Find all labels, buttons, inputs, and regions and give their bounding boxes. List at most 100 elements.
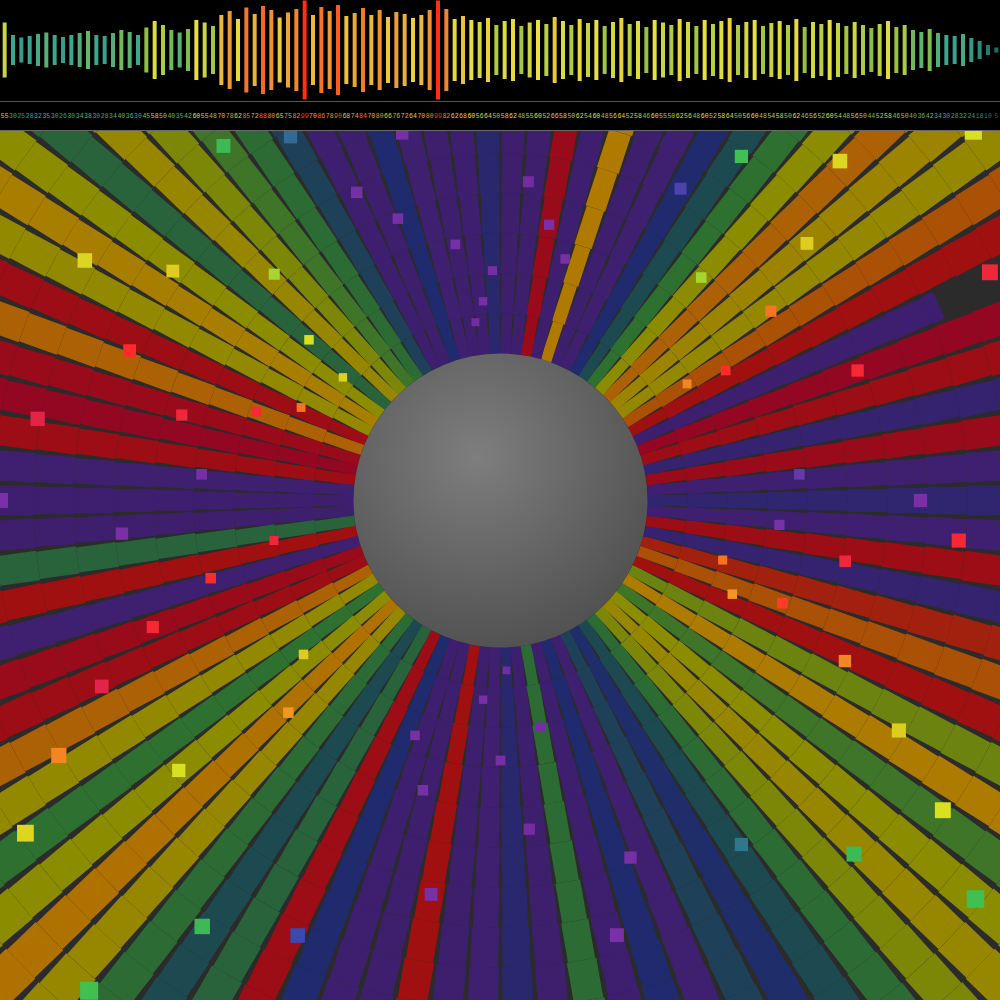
- svg-text:50: 50: [734, 113, 742, 120]
- svg-text:32: 32: [959, 113, 967, 120]
- svg-text:66: 66: [384, 113, 392, 120]
- svg-text:36: 36: [917, 113, 925, 120]
- svg-text:48: 48: [601, 113, 609, 120]
- svg-text:45: 45: [142, 113, 150, 120]
- svg-text:55: 55: [201, 113, 209, 120]
- svg-text:24: 24: [967, 113, 975, 120]
- svg-text:99: 99: [434, 113, 442, 120]
- svg-text:46: 46: [642, 113, 650, 120]
- svg-text:42: 42: [926, 113, 934, 120]
- svg-text:30: 30: [9, 113, 17, 120]
- svg-text:75: 75: [284, 113, 292, 120]
- svg-text:48: 48: [759, 113, 767, 120]
- svg-text:64: 64: [726, 113, 734, 120]
- svg-text:25: 25: [17, 113, 25, 120]
- svg-text:30: 30: [92, 113, 100, 120]
- svg-text:48: 48: [842, 113, 850, 120]
- svg-text:40: 40: [167, 113, 175, 120]
- svg-text:99: 99: [301, 113, 309, 120]
- svg-text:42: 42: [184, 113, 192, 120]
- svg-text:56: 56: [476, 113, 484, 120]
- svg-text:40: 40: [117, 113, 125, 120]
- svg-text:52: 52: [817, 113, 825, 120]
- svg-text:60: 60: [592, 113, 600, 120]
- svg-text:74: 74: [351, 113, 359, 120]
- svg-text:64: 64: [409, 113, 417, 120]
- svg-text:58: 58: [717, 113, 725, 120]
- svg-text:34: 34: [934, 113, 942, 120]
- svg-text:35: 35: [42, 113, 50, 120]
- svg-text:30: 30: [134, 113, 142, 120]
- svg-text:58: 58: [884, 113, 892, 120]
- svg-text:85: 85: [242, 113, 250, 120]
- svg-text:52: 52: [542, 113, 550, 120]
- svg-text:70: 70: [367, 113, 375, 120]
- svg-text:60: 60: [701, 113, 709, 120]
- svg-text:35: 35: [176, 113, 184, 120]
- svg-text:72: 72: [251, 113, 259, 120]
- svg-text:55: 55: [526, 113, 534, 120]
- svg-text:52: 52: [626, 113, 634, 120]
- svg-text:90: 90: [334, 113, 342, 120]
- svg-text:55: 55: [659, 113, 667, 120]
- svg-text:46: 46: [892, 113, 900, 120]
- svg-text:50: 50: [901, 113, 909, 120]
- svg-text:80: 80: [267, 113, 275, 120]
- svg-text:30: 30: [51, 113, 59, 120]
- svg-text:50: 50: [567, 113, 575, 120]
- svg-text:48: 48: [517, 113, 525, 120]
- svg-text:54: 54: [834, 113, 842, 120]
- svg-text:40: 40: [909, 113, 917, 120]
- svg-text:56: 56: [742, 113, 750, 120]
- svg-text:30: 30: [67, 113, 75, 120]
- svg-text:86: 86: [317, 113, 325, 120]
- svg-text:60: 60: [467, 113, 475, 120]
- svg-text:70: 70: [309, 113, 317, 120]
- svg-text:28: 28: [951, 113, 959, 120]
- svg-text:60: 60: [826, 113, 834, 120]
- svg-text:28: 28: [26, 113, 34, 120]
- svg-text:68: 68: [459, 113, 467, 120]
- svg-text:56: 56: [684, 113, 692, 120]
- svg-text:78: 78: [326, 113, 334, 120]
- svg-text:80: 80: [376, 113, 384, 120]
- svg-text:54: 54: [584, 113, 592, 120]
- svg-text:58: 58: [634, 113, 642, 120]
- svg-text:80: 80: [426, 113, 434, 120]
- svg-text:48: 48: [209, 113, 217, 120]
- svg-text:70: 70: [217, 113, 225, 120]
- svg-text:52: 52: [709, 113, 717, 120]
- svg-text:88: 88: [259, 113, 267, 120]
- svg-text:64: 64: [484, 113, 492, 120]
- svg-text:26: 26: [59, 113, 67, 120]
- svg-text:30: 30: [942, 113, 950, 120]
- svg-text:68: 68: [342, 113, 350, 120]
- svg-text:50: 50: [784, 113, 792, 120]
- svg-text:58: 58: [776, 113, 784, 120]
- svg-text:10: 10: [984, 113, 992, 120]
- svg-text:62: 62: [234, 113, 242, 120]
- svg-text:36: 36: [126, 113, 134, 120]
- svg-text:50: 50: [667, 113, 675, 120]
- svg-text:44: 44: [867, 113, 875, 120]
- svg-text:70: 70: [417, 113, 425, 120]
- svg-text:52: 52: [876, 113, 884, 120]
- svg-text:50: 50: [859, 113, 867, 120]
- svg-text:82: 82: [442, 113, 450, 120]
- svg-text:62: 62: [509, 113, 517, 120]
- svg-text:56: 56: [809, 113, 817, 120]
- svg-text:48: 48: [692, 113, 700, 120]
- svg-text:62: 62: [451, 113, 459, 120]
- svg-text:34: 34: [109, 113, 117, 120]
- svg-text:66: 66: [551, 113, 559, 120]
- svg-text:50: 50: [492, 113, 500, 120]
- svg-text:62: 62: [792, 113, 800, 120]
- svg-text:60: 60: [651, 113, 659, 120]
- svg-text:50: 50: [159, 113, 167, 120]
- svg-text:76: 76: [392, 113, 400, 120]
- svg-text:62: 62: [576, 113, 584, 120]
- svg-text:82: 82: [292, 113, 300, 120]
- svg-text:58: 58: [559, 113, 567, 120]
- svg-text:84: 84: [359, 113, 367, 120]
- svg-text:56: 56: [851, 113, 859, 120]
